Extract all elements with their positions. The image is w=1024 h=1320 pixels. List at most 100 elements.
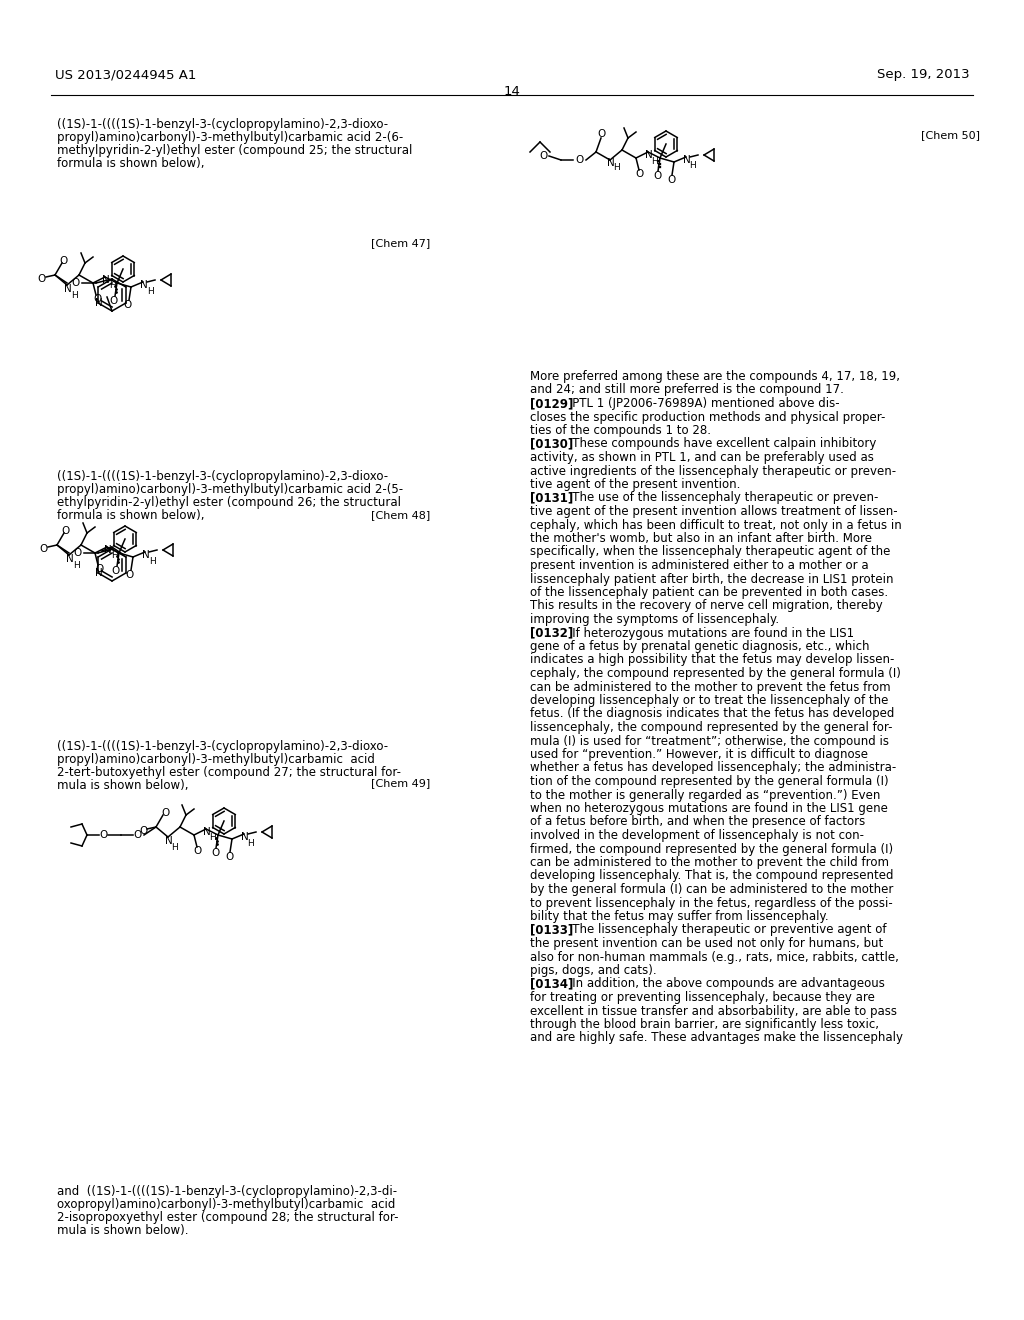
Text: O: O — [667, 176, 675, 185]
Text: involved in the development of lissencephaly is not con-: involved in the development of lissencep… — [530, 829, 864, 842]
Text: N: N — [607, 158, 614, 168]
Text: PTL 1 (JP2006-76989A) mentioned above dis-: PTL 1 (JP2006-76989A) mentioned above di… — [560, 397, 840, 411]
Text: H: H — [172, 842, 178, 851]
Text: O: O — [636, 169, 644, 180]
Text: and are highly safe. These advantages make the lissencephaly: and are highly safe. These advantages ma… — [530, 1031, 903, 1044]
Text: cephaly, which has been difficult to treat, not only in a fetus in: cephaly, which has been difficult to tre… — [530, 519, 902, 532]
Text: N: N — [165, 836, 173, 846]
Text: developing lissencephaly or to treat the lissencephaly of the: developing lissencephaly or to treat the… — [530, 694, 889, 708]
Text: N: N — [241, 832, 249, 842]
Text: the present invention can be used not only for humans, but: the present invention can be used not on… — [530, 937, 884, 950]
Text: cephaly, the compound represented by the general formula (I): cephaly, the compound represented by the… — [530, 667, 901, 680]
Text: mula is shown below),: mula is shown below), — [57, 779, 188, 792]
Text: tive agent of the present invention.: tive agent of the present invention. — [530, 478, 740, 491]
Text: O: O — [73, 548, 81, 558]
Text: specifically, when the lissencephaly therapeutic agent of the: specifically, when the lissencephaly the… — [530, 545, 891, 558]
Text: N: N — [645, 150, 653, 160]
Text: H: H — [651, 157, 658, 165]
Text: H: H — [109, 281, 116, 290]
Text: O: O — [161, 808, 169, 818]
Text: [0131]: [0131] — [530, 491, 573, 504]
Text: O: O — [139, 826, 147, 836]
Text: H: H — [689, 161, 696, 170]
Text: N: N — [683, 154, 691, 165]
Text: Sep. 19, 2013: Sep. 19, 2013 — [878, 69, 970, 81]
Text: [Chem 48]: [Chem 48] — [371, 510, 430, 520]
Text: [Chem 50]: [Chem 50] — [921, 129, 980, 140]
Text: N: N — [95, 298, 103, 308]
Text: [0129]: [0129] — [530, 397, 573, 411]
Text: of the lissencephaly patient can be prevented in both cases.: of the lissencephaly patient can be prev… — [530, 586, 888, 599]
Text: mula (I) is used for “treatment”; otherwise, the compound is: mula (I) is used for “treatment”; otherw… — [530, 734, 889, 747]
Text: indicates a high possibility that the fetus may develop lissen-: indicates a high possibility that the fe… — [530, 653, 894, 667]
Text: also for non-human mammals (e.g., rats, mice, rabbits, cattle,: also for non-human mammals (e.g., rats, … — [530, 950, 899, 964]
Text: can be administered to the mother to prevent the fetus from: can be administered to the mother to pre… — [530, 681, 891, 693]
Text: methylpyridin-2-yl)ethyl ester (compound 25; the structural: methylpyridin-2-yl)ethyl ester (compound… — [57, 144, 413, 157]
Text: O: O — [99, 830, 108, 840]
Text: formula is shown below),: formula is shown below), — [57, 510, 205, 521]
Text: whether a fetus has developed lissencephaly; the administra-: whether a fetus has developed lissenceph… — [530, 762, 896, 775]
Text: O: O — [61, 525, 70, 536]
Text: through the blood brain barrier, are significantly less toxic,: through the blood brain barrier, are sig… — [530, 1018, 879, 1031]
Text: O: O — [59, 256, 69, 267]
Text: H: H — [111, 552, 118, 561]
Text: H: H — [73, 561, 80, 569]
Text: [0132]: [0132] — [530, 627, 573, 639]
Text: and 24; and still more preferred is the compound 17.: and 24; and still more preferred is the … — [530, 384, 844, 396]
Text: when no heterozygous mutations are found in the LIS1 gene: when no heterozygous mutations are found… — [530, 803, 888, 814]
Text: ((1S)-1-((((1S)-1-benzyl-3-(cyclopropylamino)-2,3-dioxo-: ((1S)-1-((((1S)-1-benzyl-3-(cyclopropyla… — [57, 117, 388, 131]
Text: pigs, dogs, and cats).: pigs, dogs, and cats). — [530, 964, 656, 977]
Text: used for “prevention.” However, it is difficult to diagnose: used for “prevention.” However, it is di… — [530, 748, 868, 762]
Text: N: N — [67, 554, 74, 564]
Text: bility that the fetus may suffer from lissencephaly.: bility that the fetus may suffer from li… — [530, 909, 828, 923]
Text: O: O — [38, 275, 46, 284]
Text: active ingredients of the lissencephaly therapeutic or preven-: active ingredients of the lissencephaly … — [530, 465, 896, 478]
Text: ties of the compounds 1 to 28.: ties of the compounds 1 to 28. — [530, 424, 711, 437]
Text: excellent in tissue transfer and absorbability, are able to pass: excellent in tissue transfer and absorba… — [530, 1005, 897, 1018]
Text: O: O — [575, 154, 584, 165]
Text: In addition, the above compounds are advantageous: In addition, the above compounds are adv… — [560, 978, 885, 990]
Text: [0133]: [0133] — [530, 924, 573, 936]
Text: O: O — [124, 300, 132, 310]
Text: O: O — [126, 570, 134, 579]
Text: fetus. (If the diagnosis indicates that the fetus has developed: fetus. (If the diagnosis indicates that … — [530, 708, 894, 721]
Text: the mother's womb, but also in an infant after birth. More: the mother's womb, but also in an infant… — [530, 532, 872, 545]
Text: activity, as shown in PTL 1, and can be preferably used as: activity, as shown in PTL 1, and can be … — [530, 451, 873, 465]
Text: tion of the compound represented by the general formula (I): tion of the compound represented by the … — [530, 775, 889, 788]
Text: and  ((1S)-1-((((1S)-1-benzyl-3-(cyclopropylamino)-2,3-di-: and ((1S)-1-((((1S)-1-benzyl-3-(cyclopro… — [57, 1185, 397, 1199]
Text: of a fetus before birth, and when the presence of factors: of a fetus before birth, and when the pr… — [530, 816, 865, 829]
Text: present invention is administered either to a mother or a: present invention is administered either… — [530, 558, 868, 572]
Text: US 2013/0244945 A1: US 2013/0244945 A1 — [55, 69, 197, 81]
Text: N: N — [102, 275, 110, 285]
Text: by the general formula (I) can be administered to the mother: by the general formula (I) can be admini… — [530, 883, 893, 896]
Text: O: O — [225, 851, 233, 862]
Text: to the mother is generally regarded as “prevention.”) Even: to the mother is generally regarded as “… — [530, 788, 881, 801]
Text: [Chem 49]: [Chem 49] — [371, 777, 430, 788]
Text: can be administered to the mother to prevent the child from: can be administered to the mother to pre… — [530, 855, 889, 869]
Text: O: O — [40, 544, 48, 554]
Text: mula is shown below).: mula is shown below). — [57, 1224, 188, 1237]
Text: O: O — [112, 566, 120, 576]
Text: O: O — [598, 129, 606, 139]
Text: tive agent of the present invention allows treatment of lissen-: tive agent of the present invention allo… — [530, 506, 898, 517]
Text: H: H — [146, 286, 154, 296]
Text: H: H — [148, 557, 156, 565]
Text: ((1S)-1-((((1S)-1-benzyl-3-(cyclopropylamino)-2,3-dioxo-: ((1S)-1-((((1S)-1-benzyl-3-(cyclopropyla… — [57, 470, 388, 483]
Text: N: N — [140, 280, 147, 290]
Text: closes the specific production methods and physical proper-: closes the specific production methods a… — [530, 411, 886, 424]
Text: 14: 14 — [504, 84, 520, 98]
Text: O: O — [110, 296, 118, 306]
Text: 2-tert-butoxyethyl ester (compound 27; the structural for-: 2-tert-butoxyethyl ester (compound 27; t… — [57, 766, 401, 779]
Text: [0134]: [0134] — [530, 978, 573, 990]
Text: 2-isopropoxyethyl ester (compound 28; the structural for-: 2-isopropoxyethyl ester (compound 28; th… — [57, 1210, 398, 1224]
Text: H: H — [248, 838, 254, 847]
Text: N: N — [142, 550, 150, 560]
Text: [Chem 47]: [Chem 47] — [371, 238, 430, 248]
Text: developing lissencephaly. That is, the compound represented: developing lissencephaly. That is, the c… — [530, 870, 894, 883]
Text: ((1S)-1-((((1S)-1-benzyl-3-(cyclopropylamino)-2,3-dioxo-: ((1S)-1-((((1S)-1-benzyl-3-(cyclopropyla… — [57, 741, 388, 752]
Text: This results in the recovery of nerve cell migration, thereby: This results in the recovery of nerve ce… — [530, 599, 883, 612]
Text: O: O — [211, 847, 219, 858]
Text: lissencephaly patient after birth, the decrease in LIS1 protein: lissencephaly patient after birth, the d… — [530, 573, 894, 586]
Text: These compounds have excellent calpain inhibitory: These compounds have excellent calpain i… — [560, 437, 876, 450]
Text: N: N — [95, 568, 103, 578]
